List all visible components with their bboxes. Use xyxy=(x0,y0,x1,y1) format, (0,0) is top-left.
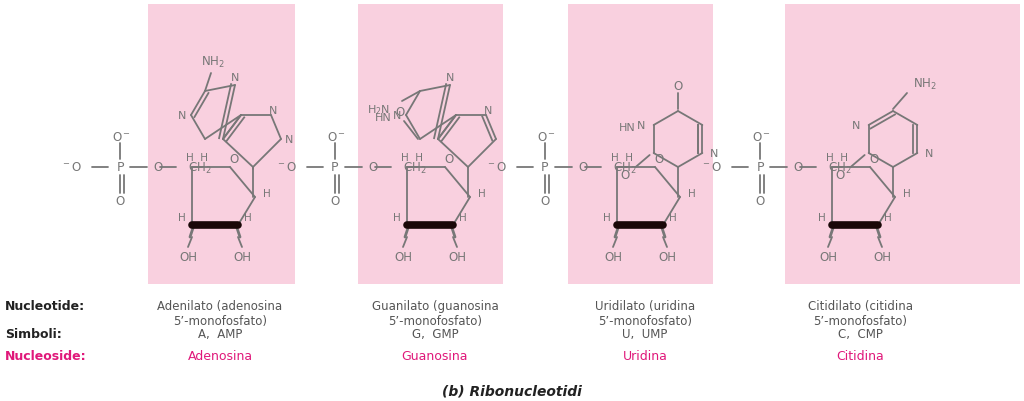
Text: OH: OH xyxy=(604,251,622,264)
Text: O: O xyxy=(229,153,239,166)
Text: H  H: H H xyxy=(611,153,633,162)
Text: Guanilato (guanosina
5’-monofosfato): Guanilato (guanosina 5’-monofosfato) xyxy=(372,299,499,327)
Text: $^-$O: $^-$O xyxy=(275,161,297,174)
Text: O: O xyxy=(869,153,879,166)
Text: N: N xyxy=(637,121,646,131)
Text: N: N xyxy=(177,111,186,121)
Text: N: N xyxy=(269,106,278,116)
Text: O: O xyxy=(395,105,404,118)
Bar xyxy=(148,5,295,284)
Text: OH: OH xyxy=(873,251,891,264)
Text: H: H xyxy=(818,213,826,223)
Text: HN: HN xyxy=(618,123,636,133)
Text: $^-$O: $^-$O xyxy=(485,161,507,174)
Text: O: O xyxy=(756,195,765,208)
Text: Nucleoside:: Nucleoside: xyxy=(5,349,87,362)
Text: O: O xyxy=(793,161,802,174)
Text: OH: OH xyxy=(658,251,676,264)
Text: OH: OH xyxy=(449,251,466,264)
Text: P: P xyxy=(117,161,124,174)
Text: Nucleotide:: Nucleotide: xyxy=(5,299,85,312)
Text: N: N xyxy=(230,73,240,83)
Text: O: O xyxy=(116,195,125,208)
Text: O: O xyxy=(674,79,683,92)
Text: CH$_2$: CH$_2$ xyxy=(403,160,427,175)
Text: O$^-$: O$^-$ xyxy=(113,131,131,144)
Text: Simboli:: Simboli: xyxy=(5,327,61,340)
Text: N: N xyxy=(285,135,293,145)
Text: O: O xyxy=(153,161,162,174)
Text: Adenosina: Adenosina xyxy=(187,349,253,362)
Text: (b) Ribonucleotidi: (b) Ribonucleotidi xyxy=(442,384,582,398)
Text: H: H xyxy=(393,213,400,223)
Text: Citidilato (citidina
5’-monofosfato): Citidilato (citidina 5’-monofosfato) xyxy=(808,299,912,327)
Bar xyxy=(358,5,503,284)
Text: H$_2$N: H$_2$N xyxy=(367,103,390,117)
Text: H: H xyxy=(178,213,186,223)
Text: N: N xyxy=(445,73,455,83)
Text: O$^-$: O$^-$ xyxy=(538,131,556,144)
Text: O: O xyxy=(654,153,664,166)
Text: H  H: H H xyxy=(186,153,208,162)
Text: A,  AMP: A, AMP xyxy=(198,327,243,340)
Text: NH$_2$: NH$_2$ xyxy=(201,54,225,69)
Text: O: O xyxy=(444,153,454,166)
Text: OH: OH xyxy=(819,251,837,264)
Text: H: H xyxy=(884,213,892,223)
Text: H: H xyxy=(244,213,252,223)
Text: N: N xyxy=(926,149,934,159)
Text: Uridina: Uridina xyxy=(623,349,668,362)
Text: H: H xyxy=(263,188,271,198)
Text: P: P xyxy=(331,161,339,174)
Text: $^-$O: $^-$O xyxy=(700,161,722,174)
Text: N: N xyxy=(483,106,493,116)
Text: N: N xyxy=(711,149,719,159)
Text: HN: HN xyxy=(375,113,392,123)
Text: Uridilato (uridina
5’-monofosfato): Uridilato (uridina 5’-monofosfato) xyxy=(595,299,695,327)
Text: N: N xyxy=(852,121,860,131)
Text: H  H: H H xyxy=(401,153,423,162)
Text: H: H xyxy=(459,213,467,223)
Text: O$^-$: O$^-$ xyxy=(753,131,771,144)
Text: U,  UMP: U, UMP xyxy=(623,327,668,340)
Text: OH: OH xyxy=(394,251,412,264)
Text: OH: OH xyxy=(179,251,197,264)
Text: H: H xyxy=(669,213,677,223)
Text: CH$_2$: CH$_2$ xyxy=(613,160,637,175)
Text: O: O xyxy=(541,195,550,208)
Text: O: O xyxy=(621,169,630,182)
Text: H: H xyxy=(903,188,911,198)
Text: CH$_2$: CH$_2$ xyxy=(828,160,852,175)
Text: H  H: H H xyxy=(826,153,848,162)
Text: P: P xyxy=(542,161,549,174)
Text: O: O xyxy=(578,161,587,174)
Text: O: O xyxy=(331,195,340,208)
Text: H: H xyxy=(478,188,485,198)
Bar xyxy=(568,5,713,284)
Text: CH$_2$: CH$_2$ xyxy=(188,160,212,175)
Text: N: N xyxy=(392,111,401,121)
Text: $^-$O: $^-$O xyxy=(60,161,82,174)
Text: O: O xyxy=(836,169,845,182)
Text: Guanosina: Guanosina xyxy=(401,349,468,362)
Text: OH: OH xyxy=(233,251,251,264)
Bar xyxy=(785,5,1020,284)
Text: Citidina: Citidina xyxy=(837,349,884,362)
Text: H: H xyxy=(688,188,696,198)
Text: O$^-$: O$^-$ xyxy=(328,131,346,144)
Text: C,  CMP: C, CMP xyxy=(838,327,883,340)
Text: H: H xyxy=(603,213,611,223)
Text: O: O xyxy=(368,161,377,174)
Text: G,  GMP: G, GMP xyxy=(412,327,459,340)
Text: NH$_2$: NH$_2$ xyxy=(913,76,937,91)
Text: Adenilato (adenosina
5’-monofosfato): Adenilato (adenosina 5’-monofosfato) xyxy=(158,299,283,327)
Text: P: P xyxy=(757,161,764,174)
